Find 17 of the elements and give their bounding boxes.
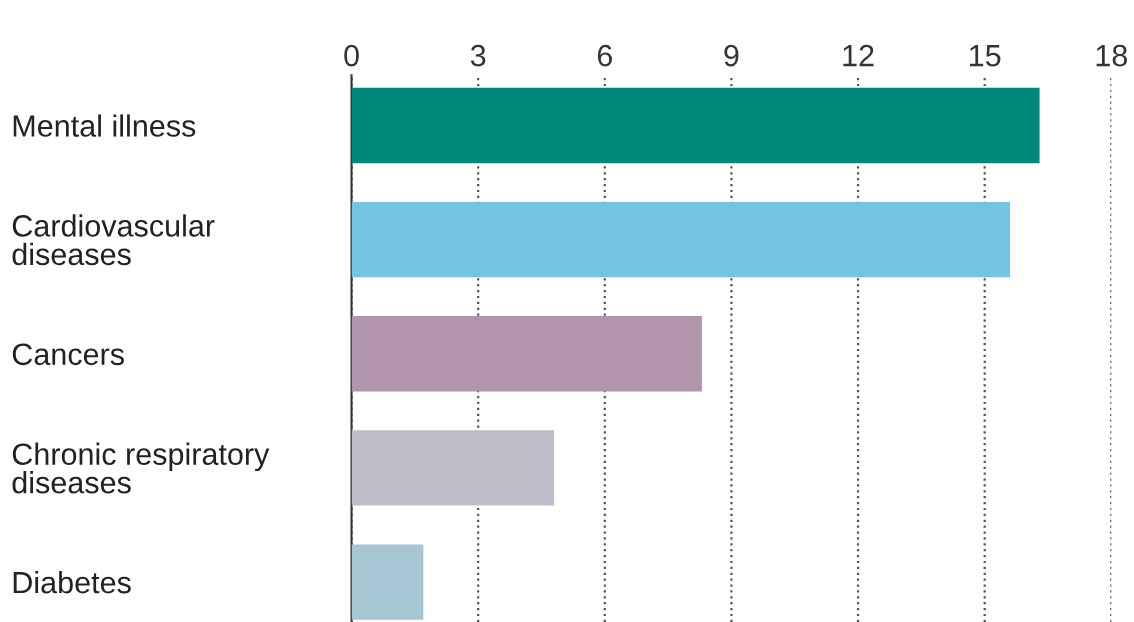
bar	[351, 430, 555, 506]
x-tick-label: 0	[344, 44, 359, 67]
y-tick-label: Cancers	[12, 343, 124, 366]
bar	[351, 201, 1011, 278]
x-tick-label: 12	[843, 44, 874, 67]
x-tick-label: 18	[1096, 44, 1127, 67]
x-tick-label: 9	[724, 44, 739, 67]
x-tick-label: 3	[470, 44, 486, 67]
y-tick-label: Diabetes	[13, 570, 131, 594]
bar	[351, 544, 424, 620]
x-tick-label: 6	[597, 44, 612, 67]
y-tick-label: Chronic respiratory diseases	[12, 442, 270, 494]
bar	[351, 87, 1040, 164]
x-tick-label: 15	[970, 45, 1001, 67]
bar	[351, 316, 702, 392]
y-tick-label: Cardiovascular diseases	[12, 214, 215, 266]
y-tick-label: Mental illness	[13, 114, 196, 137]
